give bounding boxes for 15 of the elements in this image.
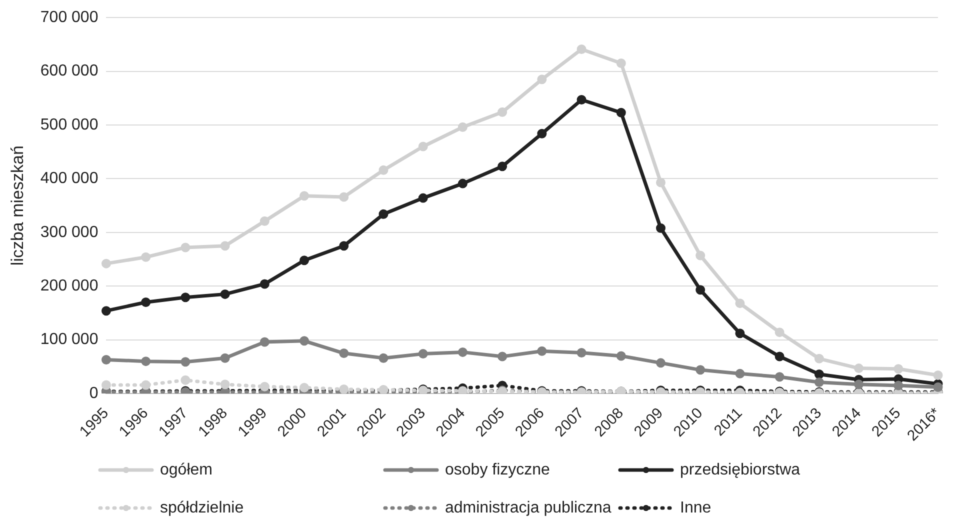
legend-label: administracja publiczna bbox=[445, 499, 612, 516]
legend-label: Inne bbox=[680, 499, 712, 516]
y-tick-label: 200 000 bbox=[40, 278, 98, 295]
y-tick-label: 700 000 bbox=[40, 9, 98, 26]
legend-label: ogółem bbox=[160, 461, 212, 478]
legend-label: osoby fizyczne bbox=[445, 461, 550, 478]
y-tick-label: 0 bbox=[89, 384, 98, 402]
legend-label: spółdzielnie bbox=[160, 499, 244, 516]
y-tick-label: 100 000 bbox=[40, 331, 98, 348]
y-tick-label: 400 000 bbox=[40, 170, 98, 188]
y-axis-title: liczba mieszkań bbox=[8, 146, 27, 266]
y-tick-label: 600 000 bbox=[40, 62, 98, 80]
legend-label: przedsiębiorstwa bbox=[680, 461, 800, 478]
y-tick-label: 300 000 bbox=[40, 224, 98, 241]
y-tick-label: 500 000 bbox=[40, 116, 98, 134]
